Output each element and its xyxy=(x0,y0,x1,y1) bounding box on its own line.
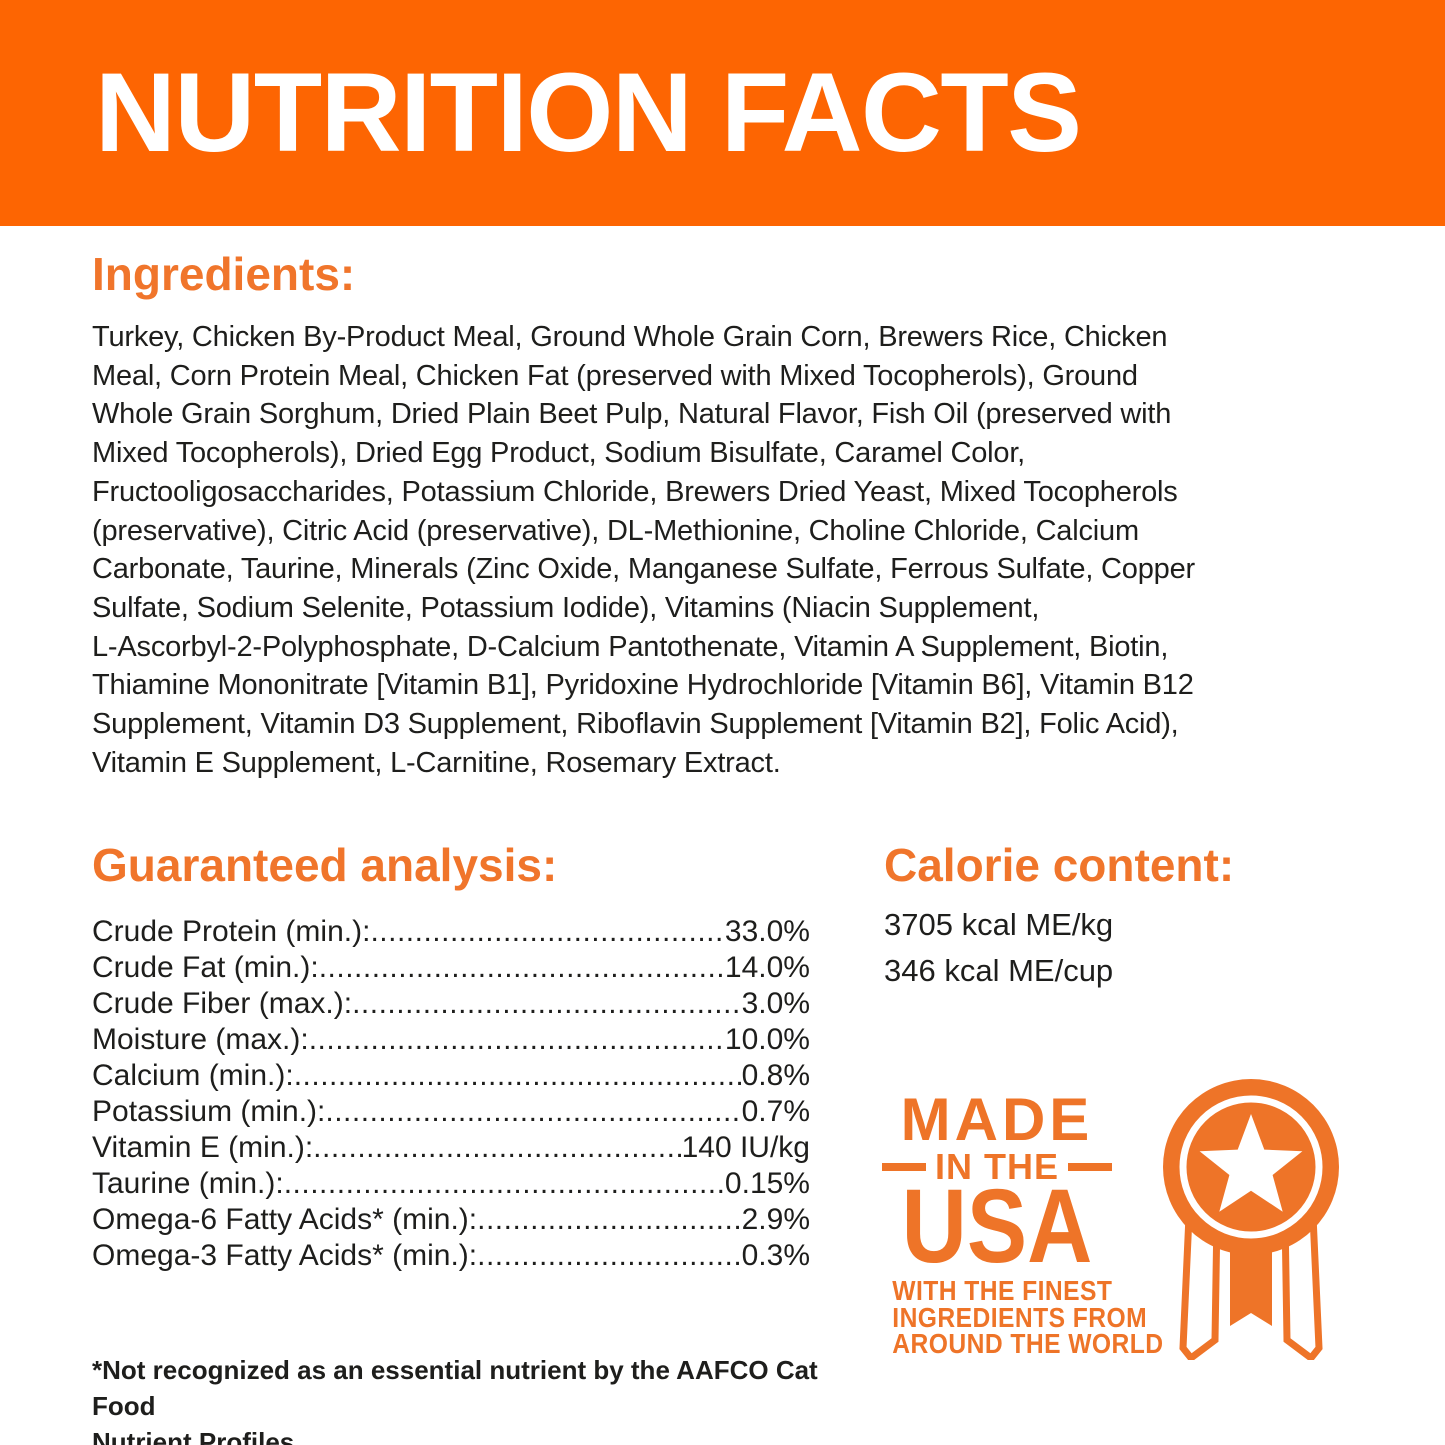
calorie-content-values: 3705 kcal ME/kg 346 kcal ME/cup xyxy=(884,902,1113,994)
made-in-usa-badge: MADE IN THE USA WITH THE FINEST INGREDIE… xyxy=(878,1086,1164,1359)
ingredients-line: Turkey, Chicken By-Product Meal, Ground … xyxy=(92,321,1168,353)
table-row: Crude Protein (min.): 33.0% xyxy=(92,914,810,950)
ingredients-line: Meal, Corn Protein Meal, Chicken Fat (pr… xyxy=(92,359,1138,392)
ingredients-line: Carbonate, Taurine, Minerals (Zinc Oxide… xyxy=(92,553,1195,586)
leader-dots xyxy=(370,914,724,950)
nutrient-label: Vitamin E (min.): xyxy=(92,1131,314,1164)
nutrient-label: Potassium (min.): xyxy=(92,1095,326,1128)
nutrient-value: 0.15% xyxy=(724,1167,810,1200)
leader-dots xyxy=(313,1130,681,1166)
nutrient-value: 0.3% xyxy=(741,1239,810,1272)
in-the-text: IN THE xyxy=(934,1146,1059,1187)
calorie-content-heading: Calorie content: xyxy=(884,839,1235,891)
nutrient-value: 33.0% xyxy=(724,915,810,948)
table-row: Crude Fiber (max.): 3.0% xyxy=(92,986,810,1022)
table-row: Vitamin E (min.): 140 IU/kg xyxy=(92,1130,810,1166)
table-row: Taurine (min.): 0.15% xyxy=(92,1166,810,1202)
footnote-line: Nutrient Profiles. xyxy=(92,1427,302,1445)
nutrient-label: Crude Protein (min.): xyxy=(92,915,371,948)
nutrient-label: Crude Fiber (max.): xyxy=(92,987,353,1020)
ingredients-line: Whole Grain Sorghum, Dried Plain Beet Pu… xyxy=(92,398,1172,431)
dash-left xyxy=(881,1163,926,1171)
ingredients-line: (preservative), Citric Acid (preservativ… xyxy=(92,514,1139,547)
ingredients-heading: Ingredients: xyxy=(92,248,356,300)
usa-subtext-line: AROUND THE WORLD xyxy=(892,1328,1164,1359)
nutrient-label: Moisture (max.): xyxy=(92,1023,309,1056)
ingredients-line: Sulfate, Sodium Selenite, Potassium Iodi… xyxy=(92,591,1040,624)
table-row: Calcium (min.): 0.8% xyxy=(92,1058,810,1094)
nutrient-label: Taurine (min.): xyxy=(92,1167,284,1200)
ingredients-line: L-Ascorbyl-2-Polyphosphate, D-Calcium Pa… xyxy=(92,630,1169,663)
usa-subtext-line: WITH THE FINEST xyxy=(892,1275,1113,1306)
leader-dots xyxy=(325,1094,741,1130)
table-row: Crude Fat (min.): 14.0% xyxy=(92,950,810,986)
leader-dots xyxy=(477,1238,742,1274)
ingredients-line: Thiamine Mononitrate [Vitamin B1], Pyrid… xyxy=(92,669,1194,702)
award-medal-ribbon-star-icon xyxy=(1163,1079,1339,1360)
nutrient-value: 140 IU/kg xyxy=(681,1131,810,1164)
nutrient-value: 3.0% xyxy=(741,987,810,1020)
nutrient-value: 0.7% xyxy=(741,1095,810,1128)
nutrient-value: 10.0% xyxy=(724,1023,810,1056)
usa-text: USA xyxy=(901,1168,1093,1285)
ingredients-line: Vitamin E Supplement, L-Carnitine, Rosem… xyxy=(92,746,781,779)
footnote-line: *Not recognized as an essential nutrient… xyxy=(92,1355,818,1421)
nutrient-value: 0.8% xyxy=(741,1059,810,1092)
dash-right xyxy=(1068,1163,1112,1171)
table-row: Moisture (max.): 10.0% xyxy=(92,1022,810,1058)
calorie-line: 3705 kcal ME/kg xyxy=(884,907,1114,942)
ingredients-line: Mixed Tocopherols), Dried Egg Product, S… xyxy=(92,437,1026,470)
nutrient-label: Omega-3 Fatty Acids* (min.): xyxy=(92,1239,478,1272)
leader-dots xyxy=(294,1058,742,1094)
leader-dots xyxy=(352,986,742,1022)
guaranteed-analysis-heading: Guaranteed analysis: xyxy=(92,839,558,891)
leader-dots xyxy=(284,1166,725,1202)
table-row: Omega-6 Fatty Acids* (min.): 2.9% xyxy=(92,1202,810,1238)
nutrient-label: Calcium (min.): xyxy=(92,1059,294,1092)
leader-dots xyxy=(309,1022,725,1058)
ingredients-line: Fructooligosaccharides, Potassium Chlori… xyxy=(92,475,1178,508)
aafco-footnote: *Not recognized as an essential nutrient… xyxy=(92,1352,852,1445)
nutrient-label: Crude Fat (min.): xyxy=(92,951,319,984)
guaranteed-analysis-table: Crude Protein (min.): 33.0% Crude Fat (m… xyxy=(92,914,810,1274)
page-title: NUTRITION FACTS xyxy=(95,50,1082,175)
usa-subtext: WITH THE FINEST INGREDIENTS FROM AROUND … xyxy=(878,1275,1164,1359)
nutrient-value: 14.0% xyxy=(724,951,810,984)
header-band: NUTRITION FACTS xyxy=(0,0,1445,226)
in-the-row: IN THE xyxy=(878,1146,1116,1187)
calorie-line: 346 kcal ME/cup xyxy=(884,953,1114,988)
ingredients-line: Supplement, Vitamin D3 Supplement, Ribof… xyxy=(92,708,1179,741)
made-text: MADE xyxy=(900,1086,1094,1153)
table-row: Potassium (min.): 0.7% xyxy=(92,1094,810,1130)
ingredients-paragraph: Turkey, Chicken By-Product Meal, Ground … xyxy=(92,318,1360,782)
nutrient-value: 2.9% xyxy=(741,1203,810,1236)
leader-dots xyxy=(319,950,725,986)
usa-subtext-line: INGREDIENTS FROM xyxy=(892,1301,1148,1333)
nutrient-label: Omega-6 Fatty Acids* (min.): xyxy=(92,1203,478,1236)
leader-dots xyxy=(477,1202,742,1238)
table-row: Omega-3 Fatty Acids* (min.): 0.3% xyxy=(92,1238,810,1274)
